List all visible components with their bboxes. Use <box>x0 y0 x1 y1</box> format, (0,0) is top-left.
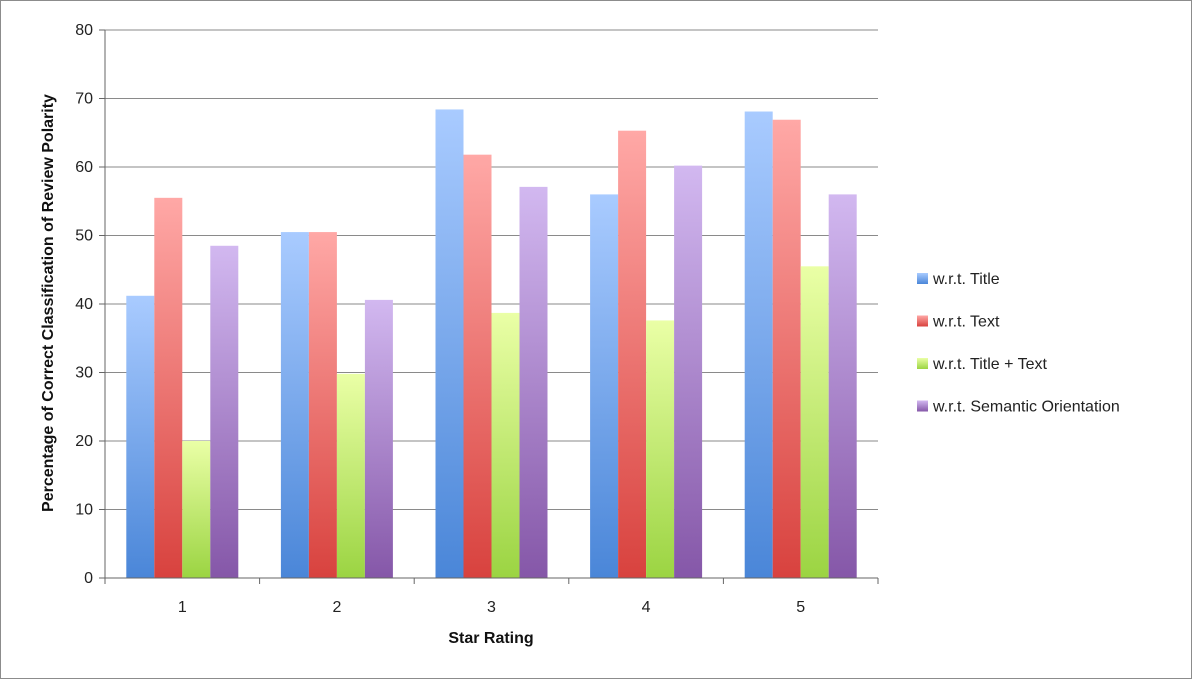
legend-label: w.r.t. Title + Text <box>932 356 1048 373</box>
legend-label: w.r.t. Title <box>932 271 1000 288</box>
bar <box>772 119 801 579</box>
bar <box>280 232 309 578</box>
bar <box>308 232 337 578</box>
bar <box>646 320 675 578</box>
legend-swatch <box>917 400 928 412</box>
legend: w.r.t. Title w.r.t. Text w.r.t. Title + Te… <box>917 271 1120 416</box>
y-tick-label: 30 <box>75 365 93 382</box>
axes <box>99 29 879 584</box>
y-tick-label: 40 <box>75 296 93 313</box>
x-tick-label: 2 <box>332 599 341 616</box>
bar <box>463 154 492 579</box>
x-axis-title: Star Rating <box>448 630 533 647</box>
y-tick-labels: 0 10 20 30 40 50 60 70 80 <box>75 22 93 587</box>
y-tick-label: 50 <box>75 228 93 245</box>
y-tick-label: 10 <box>75 502 93 519</box>
y-axis-title: Percentage of Correct Classification of … <box>40 94 57 512</box>
y-tick-label: 70 <box>75 91 93 108</box>
bar <box>182 441 211 578</box>
bar <box>800 266 829 578</box>
legend-swatch <box>917 273 928 284</box>
x-tick-label: 4 <box>642 599 651 616</box>
x-tick-label: 3 <box>487 599 496 616</box>
y-tick-label: 20 <box>75 433 93 450</box>
bar <box>491 312 520 578</box>
x-tick-label: 1 <box>178 599 187 616</box>
x-tick-labels: 1 2 3 4 5 <box>178 599 805 616</box>
bar <box>336 373 365 578</box>
bar <box>828 194 857 578</box>
bar <box>210 245 239 578</box>
bar <box>618 130 647 578</box>
y-tick-label: 0 <box>84 570 93 587</box>
bar <box>126 295 155 578</box>
legend-label: w.r.t. Text <box>932 314 1000 331</box>
legend-swatch <box>917 358 928 369</box>
y-tick-label: 80 <box>75 22 93 39</box>
legend-label: w.r.t. Semantic Orientation <box>932 399 1120 416</box>
bar <box>435 109 464 579</box>
bar <box>674 165 703 578</box>
bar <box>744 111 773 578</box>
bar <box>519 186 548 579</box>
legend-swatch <box>917 315 928 327</box>
bar <box>154 197 183 578</box>
bar <box>364 299 393 578</box>
y-tick-label: 60 <box>75 159 93 176</box>
bar <box>590 194 619 578</box>
bars <box>126 109 857 579</box>
x-tick-label: 5 <box>796 599 805 616</box>
